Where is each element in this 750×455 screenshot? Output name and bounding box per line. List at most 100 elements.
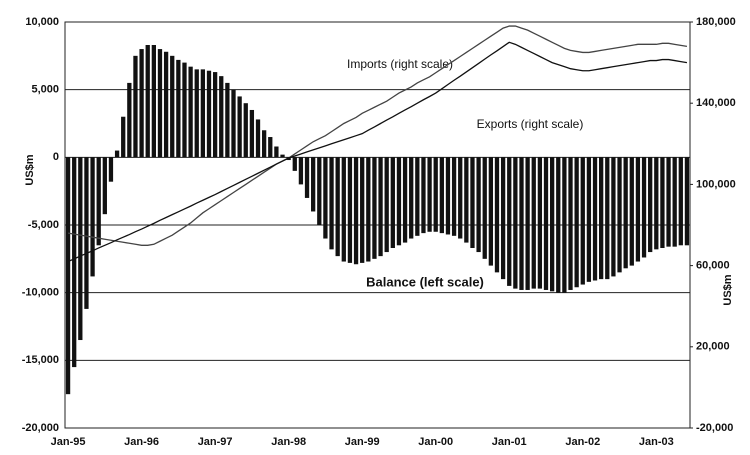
balance-bar [580, 157, 585, 285]
balance-bar [139, 49, 144, 158]
balance-bar [396, 157, 402, 246]
balance-bar [298, 157, 304, 185]
balance-bar [470, 157, 475, 249]
y2-tick-label: 60,000 [696, 260, 730, 272]
balance-bar [84, 157, 89, 309]
balance-bar [157, 49, 163, 158]
y-tick-label: 5,000 [31, 84, 59, 96]
trade-line [67, 41, 688, 263]
balance-bar [72, 157, 77, 368]
balance-bar [421, 157, 426, 234]
balance-bar [347, 157, 353, 263]
balance-bar [366, 157, 371, 262]
balance-bar [304, 157, 310, 198]
balance-bar [556, 157, 561, 293]
balance-bar [641, 157, 647, 258]
balance-bar [182, 62, 187, 158]
balance-bar [378, 157, 383, 257]
y-axis-title: US$m [24, 154, 36, 185]
balance-bar [65, 157, 71, 395]
x-tick-label: Jan-02 [565, 436, 600, 448]
balance-bar [648, 157, 653, 253]
x-tick-label: Jan-99 [345, 436, 380, 448]
balance-bar [280, 154, 285, 158]
balance-bar [194, 69, 199, 158]
balance-bar [617, 157, 622, 273]
imports-annotation: Imports (right scale) [347, 57, 453, 71]
balance-bar [513, 157, 518, 289]
balance-bar [531, 157, 536, 289]
balance-bar [317, 157, 322, 225]
balance-bar [323, 157, 328, 239]
x-tick-label: Jan-98 [271, 436, 306, 448]
balance-bar [163, 51, 169, 158]
balance-bar [188, 66, 193, 158]
balance-bar [629, 157, 634, 266]
balance-bar [108, 157, 114, 182]
balance-bar [525, 157, 530, 290]
x-tick-label: Jan-03 [639, 436, 674, 448]
x-tick-label: Jan-95 [51, 436, 86, 448]
balance-bar [678, 157, 683, 246]
exports-annotation: Exports (right scale) [477, 117, 584, 131]
balance-bar [372, 157, 377, 259]
balance-bar [537, 157, 543, 289]
balance-bar [519, 157, 524, 290]
balance-bar [543, 157, 549, 290]
balance-bar [611, 157, 616, 277]
x-tick-label: Jan-00 [418, 436, 453, 448]
y2-tick-label: -20,000 [696, 422, 733, 434]
balance-bar [114, 150, 120, 158]
balance-bar [145, 45, 150, 158]
balance-bar [635, 157, 641, 262]
balance-bar [427, 157, 432, 232]
balance-bar [261, 130, 267, 158]
balance-bar [574, 157, 579, 288]
balance-bar [151, 45, 156, 158]
balance-bar [482, 157, 487, 259]
y-tick-label: -5,000 [28, 219, 59, 231]
balance-bar [335, 157, 340, 257]
balance-bar [415, 157, 420, 236]
balance-bar [292, 157, 297, 171]
y2-tick-label: 140,000 [696, 97, 736, 109]
balance-bar [206, 70, 212, 158]
balance-bar [464, 157, 469, 243]
balance-bar [409, 157, 414, 239]
balance-bar [660, 157, 665, 249]
balance-bar [200, 69, 206, 158]
balance-bar [243, 103, 248, 158]
balance-bar [458, 157, 463, 239]
balance-bar [476, 157, 481, 253]
y2-tick-label: 180,000 [696, 16, 736, 28]
y2-tick-label: 100,000 [696, 178, 736, 190]
balance-bar [353, 157, 359, 265]
balance-bar [507, 157, 512, 286]
balance-bar [549, 157, 555, 292]
balance-bar [445, 157, 451, 235]
balance-bar [390, 157, 395, 249]
balance-bar [384, 157, 389, 253]
balance-bar [121, 116, 126, 158]
x-tick-label: Jan-01 [492, 436, 527, 448]
balance-bar [219, 76, 224, 158]
trade-line [67, 25, 688, 246]
balance-bar [133, 55, 138, 158]
balance-bar [96, 157, 101, 246]
balance-bar [274, 146, 279, 158]
y2-axis-title: US$m [722, 274, 734, 305]
balance-bar [127, 82, 132, 158]
balance-bar [268, 137, 273, 158]
balance-bar [654, 157, 659, 250]
y-tick-label: 10,000 [25, 16, 59, 28]
balance-bar [78, 157, 83, 341]
balance-bar [605, 157, 610, 280]
balance-bar [592, 157, 598, 281]
y-tick-label: -10,000 [22, 287, 59, 299]
balance-bar [623, 157, 628, 269]
x-tick-label: Jan-97 [198, 436, 233, 448]
balance-bar [176, 59, 181, 158]
balance-bar [451, 157, 457, 236]
balance-bar [599, 157, 604, 280]
